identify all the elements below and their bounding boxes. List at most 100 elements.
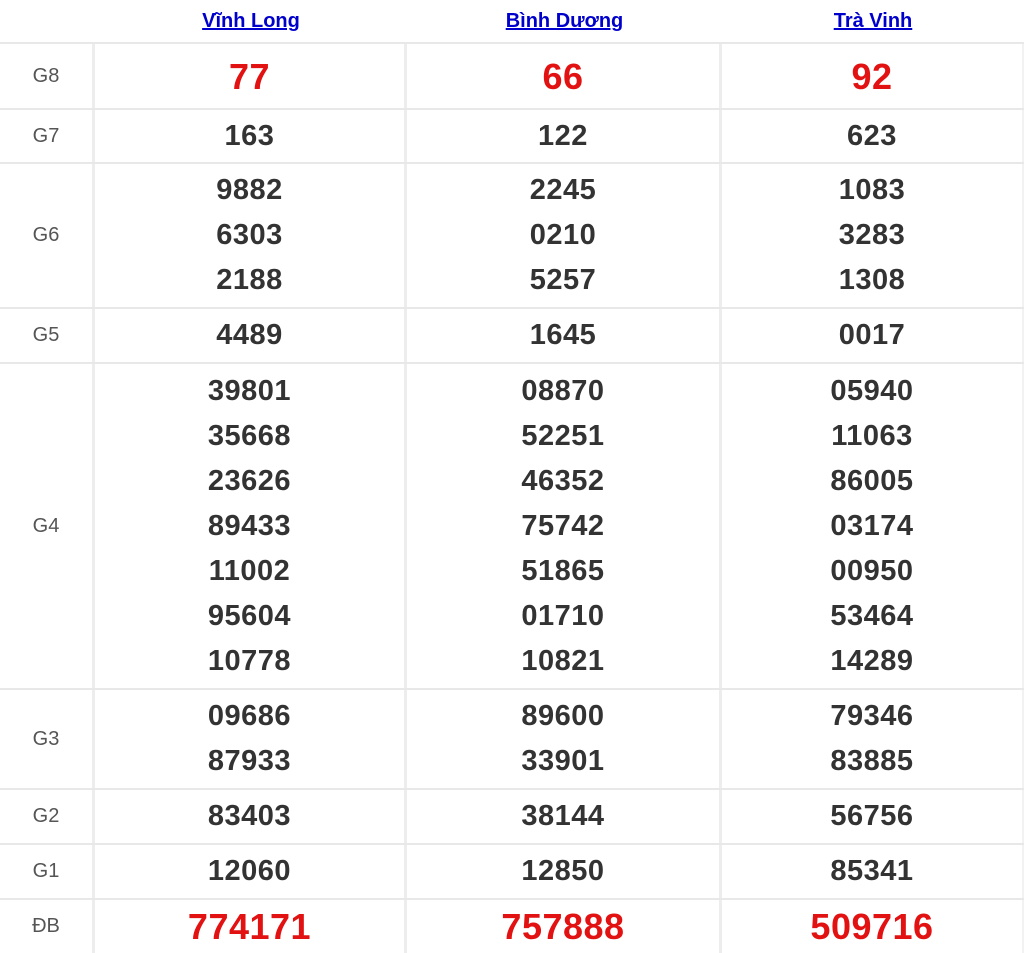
prize-label: G7	[32, 124, 60, 147]
result-cell: 774171	[95, 900, 407, 953]
result-cell: 12850	[407, 845, 722, 898]
prize-number: 38144	[521, 800, 605, 832]
result-cell: 89600 33901	[407, 690, 722, 788]
prize-number: 92	[851, 55, 893, 97]
prize-number: 89600	[521, 700, 605, 732]
prize-number: 1645	[529, 319, 597, 351]
prize-number: 11063	[831, 419, 913, 452]
prize-number: 1308	[838, 264, 906, 296]
result-cell: 9882 6303 2188	[95, 164, 407, 307]
prize-label-cell: G4	[0, 364, 95, 688]
prize-label-cell: ĐB	[0, 900, 95, 953]
result-cell: 05940 11063 86005 03174 00950 53464 1428…	[722, 364, 1024, 688]
result-cell: 757888	[407, 900, 722, 953]
prize-number: 11002	[208, 554, 291, 587]
result-cell: 79346 83885	[722, 690, 1024, 788]
prize-row-g4: G4 39801 35668 23626 89433 11002 95604 1…	[0, 362, 1024, 688]
prize-row-g5: G5 4489 1645 0017	[0, 307, 1024, 362]
result-cell: 623	[722, 110, 1024, 162]
prize-number: 00950	[830, 554, 914, 587]
prize-row-db: ĐB 774171 757888 509716	[0, 898, 1024, 953]
result-cell: 0017	[722, 309, 1024, 362]
prize-label: G8	[32, 64, 60, 87]
prize-number: 66	[542, 55, 584, 97]
prize-number: 51865	[521, 554, 605, 587]
prize-number: 509716	[810, 906, 934, 947]
result-cell: 2245 0210 5257	[407, 164, 722, 307]
result-cell: 66	[407, 44, 722, 108]
result-cell: 163	[95, 110, 407, 162]
prize-number: 05940	[830, 374, 914, 407]
prize-label-cell: G2	[0, 790, 95, 843]
prize-row-g1: G1 12060 12850 85341	[0, 843, 1024, 898]
prize-number: 10821	[521, 644, 605, 677]
prize-row-g2: G2 83403 38144 56756	[0, 788, 1024, 843]
prize-number: 01710	[521, 599, 605, 632]
prize-number: 35668	[207, 419, 292, 452]
prize-label: G3	[32, 727, 60, 750]
result-cell: 1645	[407, 309, 722, 362]
prize-number: 623	[847, 119, 897, 152]
prize-number: 122	[538, 119, 588, 152]
result-cell: 1083 3283 1308	[722, 164, 1024, 307]
prize-label-cell: G5	[0, 309, 95, 362]
prize-number: 46352	[521, 464, 605, 497]
prize-number: 23626	[207, 464, 292, 497]
prize-number: 83403	[207, 800, 292, 832]
prize-number: 2245	[529, 174, 597, 206]
prize-number: 1083	[838, 174, 906, 206]
prize-number: 89433	[207, 509, 292, 542]
result-cell: 77	[95, 44, 407, 108]
prize-number: 0017	[838, 319, 906, 351]
prize-row-g3: G3 09686 87933 89600 33901 79346 83885	[0, 688, 1024, 788]
result-cell: 56756	[722, 790, 1024, 843]
result-cell: 09686 87933	[95, 690, 407, 788]
result-cell: 85341	[722, 845, 1024, 898]
prize-number: 79346	[830, 700, 914, 732]
prize-number: 53464	[830, 599, 914, 632]
prize-number: 2188	[216, 264, 283, 296]
prize-number: 12060	[207, 855, 292, 887]
prize-number: 52251	[521, 419, 605, 452]
province-link-vinh-long[interactable]: Vĩnh Long	[202, 9, 300, 32]
prize-label: ĐB	[32, 915, 60, 937]
result-cell: 38144	[407, 790, 722, 843]
prize-number: 5257	[529, 264, 597, 296]
prize-row-g7: G7 163 122 623	[0, 108, 1024, 162]
prize-label-cell: G1	[0, 845, 95, 898]
prize-number: 9882	[216, 174, 283, 206]
prize-number: 09686	[207, 700, 292, 732]
result-cell: 39801 35668 23626 89433 11002 95604 1077…	[95, 364, 407, 688]
prize-label-cell: G6	[0, 164, 95, 307]
prize-number: 03174	[830, 509, 914, 542]
prize-number: 85341	[830, 855, 914, 887]
province-link-tra-vinh[interactable]: Trà Vinh	[833, 9, 913, 32]
prize-number: 56756	[830, 800, 914, 832]
province-link-binh-duong[interactable]: Bình Dương	[505, 9, 624, 32]
header-spacer-cell	[0, 0, 95, 42]
prize-number: 14289	[830, 644, 914, 677]
prize-number: 08870	[521, 374, 605, 407]
prize-label: G2	[32, 805, 60, 827]
prize-row-g6: G6 9882 6303 2188 2245 0210 5257 1083 32…	[0, 162, 1024, 307]
prize-number: 95604	[207, 599, 292, 632]
prize-number: 75742	[521, 509, 605, 542]
result-cell: 12060	[95, 845, 407, 898]
result-cell: 92	[722, 44, 1024, 108]
prize-label: G1	[32, 860, 60, 882]
prize-label: G4	[32, 514, 60, 537]
prize-label-cell: G3	[0, 690, 95, 788]
prize-number: 87933	[207, 745, 292, 777]
prize-number: 33901	[521, 745, 605, 777]
result-cell: 08870 52251 46352 75742 51865 01710 1082…	[407, 364, 722, 688]
prize-number: 163	[224, 119, 275, 152]
prize-label: G6	[32, 224, 60, 246]
prize-number: 86005	[830, 464, 914, 497]
prize-number: 6303	[216, 219, 283, 251]
prize-number: 757888	[501, 906, 625, 947]
prize-number: 4489	[216, 319, 283, 351]
prize-number: 77	[228, 55, 271, 97]
result-cell: 4489	[95, 309, 407, 362]
header-cell-vinh-long: Vĩnh Long	[95, 0, 407, 42]
result-cell: 83403	[95, 790, 407, 843]
